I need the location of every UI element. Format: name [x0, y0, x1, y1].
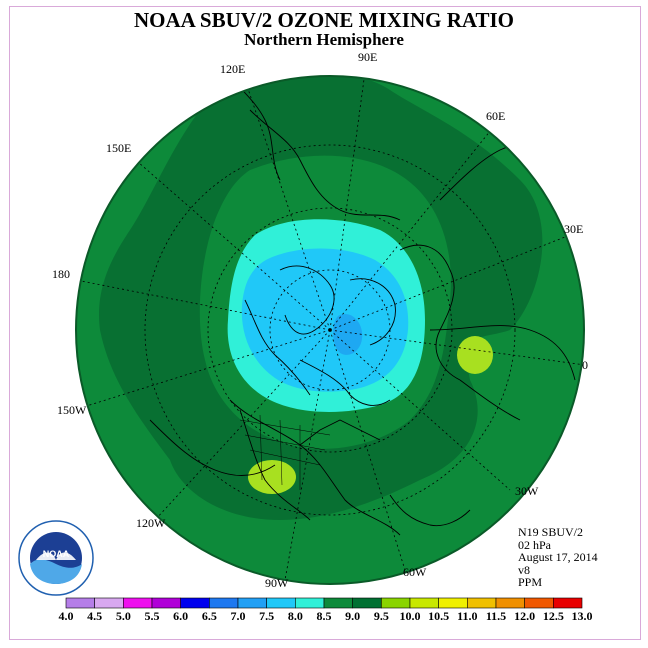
- colorbar-tick-label: 11.0: [457, 609, 478, 623]
- colorbar-segment: [151, 597, 181, 609]
- colorbar-tick-label: 6.0: [173, 609, 189, 623]
- date-label: August 17, 2014: [518, 550, 598, 565]
- colorbar-segment: [495, 597, 525, 609]
- colorbar-tick-label: 10.0: [399, 609, 421, 623]
- colorbar-segment: [323, 597, 353, 609]
- lon-label-180: 180: [52, 267, 70, 281]
- colorbar-tick-label: 8.5: [316, 609, 332, 623]
- inner-ozone-minimum: [333, 313, 363, 355]
- colorbar-tick-label: 8.0: [287, 609, 303, 623]
- colorbar-segment: [180, 597, 210, 609]
- lon-label-60w: 60W: [403, 565, 427, 579]
- colorbar-tick-label: 7.5: [259, 609, 275, 623]
- lon-label-0: 0: [582, 358, 588, 372]
- colorbar-segment: [295, 597, 325, 609]
- lon-label-150e: 150E: [106, 141, 132, 155]
- colorbar-tick-label: 5.0: [115, 609, 131, 623]
- pressure-label: 02 hPa: [518, 537, 551, 552]
- colorbar-tick-label: 6.5: [201, 609, 217, 623]
- colorbar-segment: [94, 597, 124, 609]
- graticule: [76, 76, 584, 581]
- colorbar-segment: [209, 597, 239, 609]
- colorbar-tick-label: 7.0: [230, 609, 246, 623]
- lon-label-60e: 60E: [486, 109, 506, 123]
- colorbar-segment: [467, 597, 497, 609]
- colorbar-tick-label: 12.5: [542, 609, 564, 623]
- hemisphere-outline: [75, 75, 585, 585]
- blue-ozone-core: [241, 248, 409, 392]
- colorbar-segment: [65, 597, 95, 609]
- noaa-logo-text: NOAA: [43, 549, 70, 559]
- noaa-logo: NOAA: [18, 520, 94, 596]
- map-subtitle: Northern Hemisphere: [244, 30, 404, 49]
- colorbar-tick-label: 9.5: [373, 609, 389, 623]
- colorbar-tick-label: 9.0: [345, 609, 361, 623]
- colorbar-tick-label: 4.0: [58, 609, 74, 623]
- colorbar-tick-label: 5.5: [144, 609, 160, 623]
- colorbar-segment: [438, 597, 468, 609]
- colorbar-segment: [352, 597, 382, 609]
- lon-label-90e: 90E: [358, 50, 378, 64]
- lon-label-90w: 90W: [265, 576, 289, 590]
- colorbar-segment: [237, 597, 267, 609]
- colorbar-tick-label: 13.0: [571, 609, 593, 623]
- colorbar-tick-label: 11.5: [485, 609, 507, 623]
- colorbar-tick-label: 12.0: [514, 609, 536, 623]
- version-label: v8: [518, 562, 530, 577]
- colorbar-segment: [553, 597, 583, 609]
- colorbar-tick-label: 10.5: [428, 609, 450, 623]
- colorbar-segment: [409, 597, 439, 609]
- lon-label-30e: 30E: [564, 222, 584, 236]
- colorbar-segment: [524, 597, 554, 609]
- lon-label-150w: 150W: [57, 403, 87, 417]
- lon-label-30w: 30W: [515, 484, 539, 498]
- map-title: NOAA SBUV/2 OZONE MIXING RATIO: [134, 8, 514, 32]
- colorbar-tick-label: 4.5: [87, 609, 103, 623]
- state-borders: [239, 414, 331, 490]
- high-ozone-spot-europe: [457, 336, 493, 374]
- colorbar-segment: [123, 597, 153, 609]
- lon-label-120e: 120E: [220, 62, 246, 76]
- plot-frame: [9, 6, 641, 640]
- lon-label-120w: 120W: [136, 516, 166, 530]
- instrument-label: N19 SBUV/2: [518, 525, 584, 539]
- data-info-block: N19 SBUV/2 02 hPa August 17, 2014 v8 PPM: [518, 526, 598, 589]
- units-label: PPM: [518, 575, 543, 590]
- colorbar-segment: [381, 597, 411, 609]
- colorbar-segment: [266, 597, 296, 609]
